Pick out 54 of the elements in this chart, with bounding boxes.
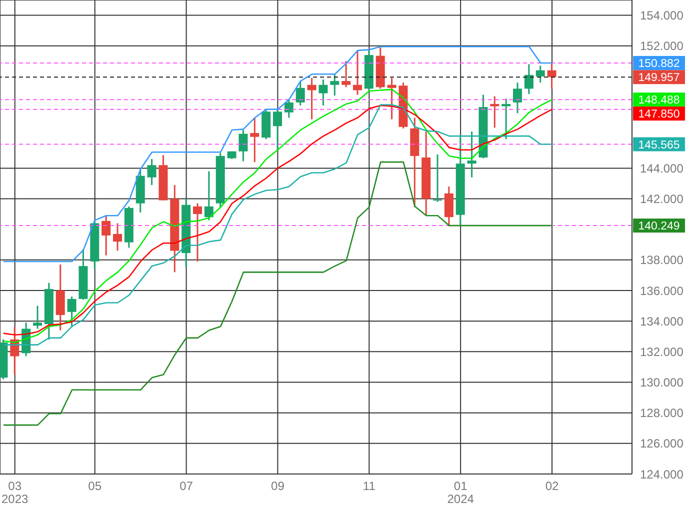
candlestick: [502, 98, 511, 140]
x-tick-label: 01 2024: [447, 479, 474, 506]
candlestick: [330, 73, 340, 96]
x-tick-label: 05: [88, 479, 102, 493]
ref-line-label: 147.850: [638, 108, 680, 121]
candlestick: [524, 63, 534, 95]
candlestick: [102, 214, 111, 256]
candlestick: [467, 130, 476, 178]
line-series: [2, 161, 553, 426]
candlestick: [296, 80, 305, 106]
y-tick-label: 126.000: [640, 436, 684, 451]
x-tick-label: 07: [180, 479, 194, 493]
candlestick: [238, 129, 248, 162]
candlestick: [67, 296, 76, 328]
y-tick-label: 152.000: [640, 39, 684, 54]
y-tick-label: 154.000: [640, 8, 684, 23]
candlestick: [273, 108, 282, 151]
candlestick: [113, 222, 122, 252]
candlestick: [307, 77, 316, 120]
candlestick: [444, 186, 454, 228]
y-tick-label: 128.000: [640, 406, 684, 420]
candlestick: [353, 50, 362, 96]
candlestick: [33, 305, 42, 330]
x-tick-label: 03 2023: [2, 479, 29, 506]
x-tick-label: 02: [545, 479, 559, 493]
candlestick: [536, 65, 545, 84]
y-tick-label: 132.000: [640, 344, 684, 359]
candlestick: [250, 116, 260, 163]
y-tick-label: 134.000: [640, 314, 684, 328]
candlestick: [204, 170, 214, 221]
ref-line-label: 140.249: [638, 220, 680, 233]
candlestick: [318, 78, 328, 106]
candlestick: [547, 62, 556, 90]
y-tick-label: 136.000: [640, 284, 684, 298]
candlestick: [284, 98, 294, 118]
ref-line-label: 150.882: [638, 58, 680, 70]
candlestick: [342, 60, 351, 88]
candlestick: [147, 158, 156, 186]
y-tick-label: 144.000: [640, 161, 684, 176]
y-tick-label: 142.000: [640, 192, 684, 206]
x-tick-label: 09: [271, 479, 285, 493]
candlestick: [490, 96, 500, 128]
candlestick: [387, 77, 396, 120]
y-tick-label: 124.000: [640, 467, 684, 482]
ref-line-label: 145.565: [638, 139, 680, 152]
y-tick-label: 138.000: [640, 253, 684, 268]
candlestick: [193, 202, 202, 262]
x-tick-label: 11: [362, 479, 376, 493]
ref-line-label: 149.957: [638, 72, 680, 84]
candlestick: [433, 154, 442, 203]
candlestick: [513, 82, 522, 114]
line-series: [2, 46, 553, 262]
ref-line-label: 148.488: [638, 94, 680, 107]
y-tick-label: 130.000: [640, 376, 684, 390]
